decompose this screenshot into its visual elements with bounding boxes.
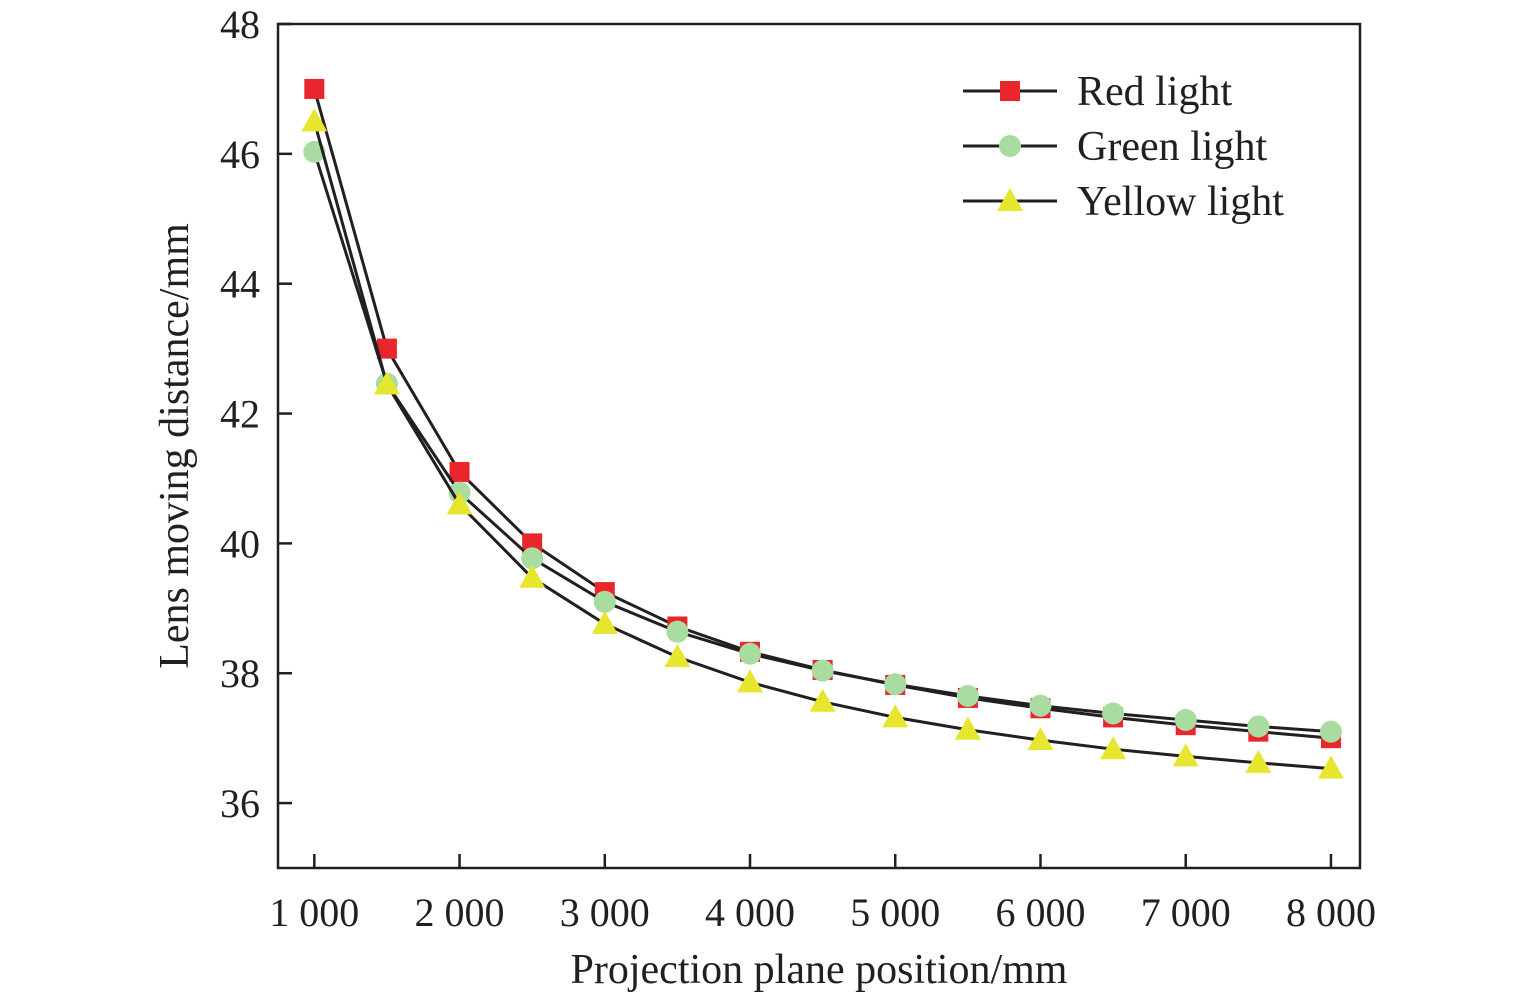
data-point-circle <box>1174 708 1197 731</box>
data-point-triangle <box>809 688 836 712</box>
data-point-triangle <box>591 610 618 634</box>
y-tick-label: 46 <box>220 132 260 177</box>
y-tick-label: 36 <box>220 781 260 826</box>
data-point-triangle <box>301 108 328 132</box>
data-point-triangle <box>1245 749 1272 773</box>
x-tick-label: 5 000 <box>850 890 940 935</box>
series-layer <box>301 78 1344 779</box>
data-point-square <box>304 78 325 99</box>
legend-item: Red light <box>963 69 1232 115</box>
data-point-triangle <box>1100 736 1127 760</box>
data-point-square <box>449 461 470 482</box>
legend: Red light Green light Yellow light <box>963 69 1284 225</box>
series-circle <box>303 140 1342 743</box>
data-point-circle <box>1029 694 1052 717</box>
x-axis-title: Projection plane position/mm <box>571 947 1068 993</box>
data-point-triangle <box>519 564 546 588</box>
legend-item: Green light <box>963 124 1267 170</box>
legend-item: Yellow light <box>963 179 1284 225</box>
y-tick-label: 44 <box>220 262 260 307</box>
data-point-triangle <box>882 704 909 728</box>
data-point-triangle <box>954 716 981 740</box>
data-point-triangle <box>446 491 473 515</box>
legend-marker-triangle <box>997 188 1023 211</box>
data-point-circle <box>1319 720 1342 743</box>
data-point-triangle <box>1027 727 1054 751</box>
legend-label: Yellow light <box>1077 179 1284 225</box>
ticks-layer: 1 000 2 000 3 000 4 000 5 000 6 000 7 000 8 000… <box>220 2 1376 935</box>
x-tick-label: 6 000 <box>995 890 1085 935</box>
data-point-triangle <box>737 669 764 693</box>
legend-marker-circle <box>999 135 1021 157</box>
data-point-circle <box>521 547 544 570</box>
x-tick-label: 8 000 <box>1286 890 1376 935</box>
data-point-square <box>522 533 543 554</box>
data-point-circle <box>884 673 907 696</box>
data-point-square <box>376 338 397 359</box>
data-point-triangle <box>1317 755 1344 779</box>
y-tick-label: 40 <box>220 521 260 566</box>
y-axis-title: Lens moving distance/mm <box>152 223 198 669</box>
data-point-circle <box>1102 702 1125 725</box>
data-point-circle <box>956 684 979 707</box>
x-tick-label: 4 000 <box>705 890 795 935</box>
data-point-circle <box>811 659 834 682</box>
x-tick-label: 7 000 <box>1141 890 1231 935</box>
legend-label: Red light <box>1077 69 1232 115</box>
y-tick-label: 42 <box>220 392 260 437</box>
legend-label: Green light <box>1077 124 1267 170</box>
plot-frame <box>276 22 1362 870</box>
x-tick-label: 1 000 <box>269 890 359 935</box>
data-point-triangle <box>1172 743 1199 767</box>
data-point-circle <box>593 590 616 613</box>
x-tick-label: 3 000 <box>560 890 650 935</box>
series-triangle <box>301 108 1344 779</box>
data-point-triangle <box>664 644 691 667</box>
series-line <box>312 151 1332 734</box>
x-tick-label: 2 000 <box>415 890 505 935</box>
data-point-circle <box>739 642 762 665</box>
data-point-circle <box>1247 715 1270 738</box>
legend-marker-square <box>1000 81 1020 101</box>
data-point-triangle <box>373 371 400 395</box>
y-tick-label: 38 <box>220 651 260 696</box>
data-point-circle <box>666 620 689 643</box>
y-tick-label: 48 <box>220 2 260 47</box>
